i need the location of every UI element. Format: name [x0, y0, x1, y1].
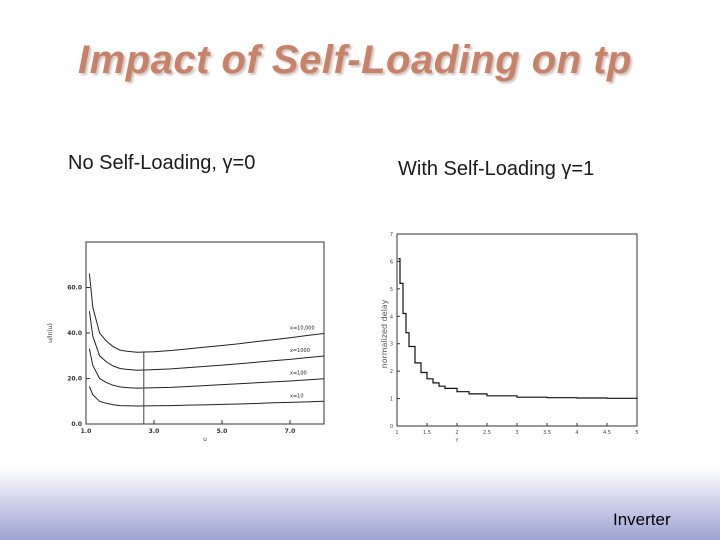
- series-line: [88, 311, 325, 371]
- y-tick-label: 0.0: [71, 421, 82, 428]
- series-line: [88, 273, 325, 353]
- series-label: x=1000: [290, 348, 310, 354]
- y-tick-label: 1: [390, 397, 393, 403]
- y-tick-label: 0: [390, 424, 393, 430]
- y-tick-label: 7: [390, 232, 393, 238]
- series-label: x=10,000: [290, 325, 315, 331]
- x-axis-label: u: [203, 436, 207, 443]
- x-tick-label: 1.0: [81, 428, 92, 435]
- x-tick-label: 5: [635, 430, 638, 436]
- series-label: x=10: [290, 393, 304, 399]
- y-axis-label: normalized delay: [380, 299, 389, 368]
- right-chart-subtitle: With Self-Loading γ=1: [398, 158, 595, 180]
- x-tick-label: 4: [575, 430, 578, 436]
- left-chart-subtitle: No Self-Loading, γ=0: [68, 152, 256, 174]
- x-tick-label: 1.5: [423, 430, 431, 436]
- y-axis-label: u/ln(u): [47, 323, 54, 343]
- x-tick-label: 7.0: [285, 428, 296, 435]
- y-tick-label: 3: [390, 342, 393, 348]
- y-tick-label: 6: [390, 259, 393, 265]
- x-tick-label: 2: [455, 430, 458, 436]
- x-tick-label: 3.0: [149, 428, 160, 435]
- footer-band: [0, 468, 720, 540]
- series-label: x=100: [290, 371, 307, 377]
- series-line: [88, 386, 325, 407]
- chart-no-self-loading: 1.0 3.0 5.0 7.0 0.0 20.0 40.0 60.0 u u/ln(u) x=10,…: [47, 241, 325, 443]
- y-tick-label: 2: [390, 369, 393, 375]
- x-tick-label: 3: [515, 430, 518, 436]
- x-tick-label: 1: [395, 430, 398, 436]
- plot-frame: [85, 241, 325, 425]
- y-tick-label: 60.0: [67, 285, 82, 292]
- series-line: [398, 258, 638, 399]
- y-tick-label: 4: [390, 314, 393, 320]
- x-axis-label: f: [456, 438, 458, 444]
- x-tick-label: 2.5: [483, 430, 491, 436]
- x-tick-label: 3.5: [543, 430, 551, 436]
- x-tick-label: 5.0: [217, 428, 228, 435]
- y-tick-label: 40.0: [67, 330, 82, 337]
- series-line: [88, 348, 325, 389]
- footer-label: Inverter: [613, 510, 671, 529]
- y-tick-label: 5: [390, 287, 393, 293]
- x-tick-label: 4.5: [603, 430, 611, 436]
- y-tick-label: 20.0: [67, 376, 82, 383]
- slide-title: Impact of Self-Loading on tp: [78, 38, 632, 82]
